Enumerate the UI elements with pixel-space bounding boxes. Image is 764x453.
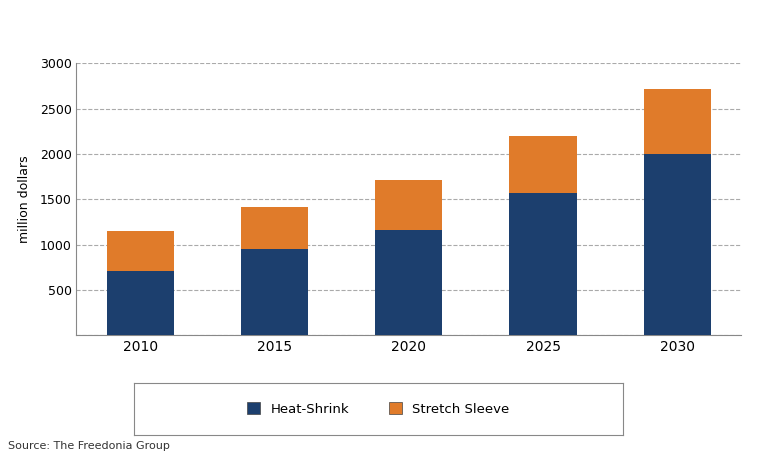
Text: Source: The Freedonia Group: Source: The Freedonia Group bbox=[8, 441, 170, 451]
Text: Freedonia: Freedonia bbox=[617, 68, 686, 81]
Y-axis label: million dollars: million dollars bbox=[18, 155, 31, 243]
Bar bbox=[510, 136, 577, 193]
Bar bbox=[644, 89, 711, 154]
Bar bbox=[375, 230, 442, 335]
Text: Figure 4-1 | Heat Shrink & Stretch Sleeve Label Demand by Type, 2010 – 2030 (mil: Figure 4-1 | Heat Shrink & Stretch Sleev… bbox=[8, 14, 616, 25]
Bar bbox=[644, 154, 711, 335]
Bar bbox=[241, 249, 308, 335]
Bar bbox=[510, 193, 577, 335]
Legend: Heat-Shrink, Stretch Sleeve: Heat-Shrink, Stretch Sleeve bbox=[247, 402, 510, 415]
Bar bbox=[241, 207, 308, 249]
Bar bbox=[107, 271, 173, 335]
Bar bbox=[107, 231, 173, 271]
Bar bbox=[375, 180, 442, 230]
